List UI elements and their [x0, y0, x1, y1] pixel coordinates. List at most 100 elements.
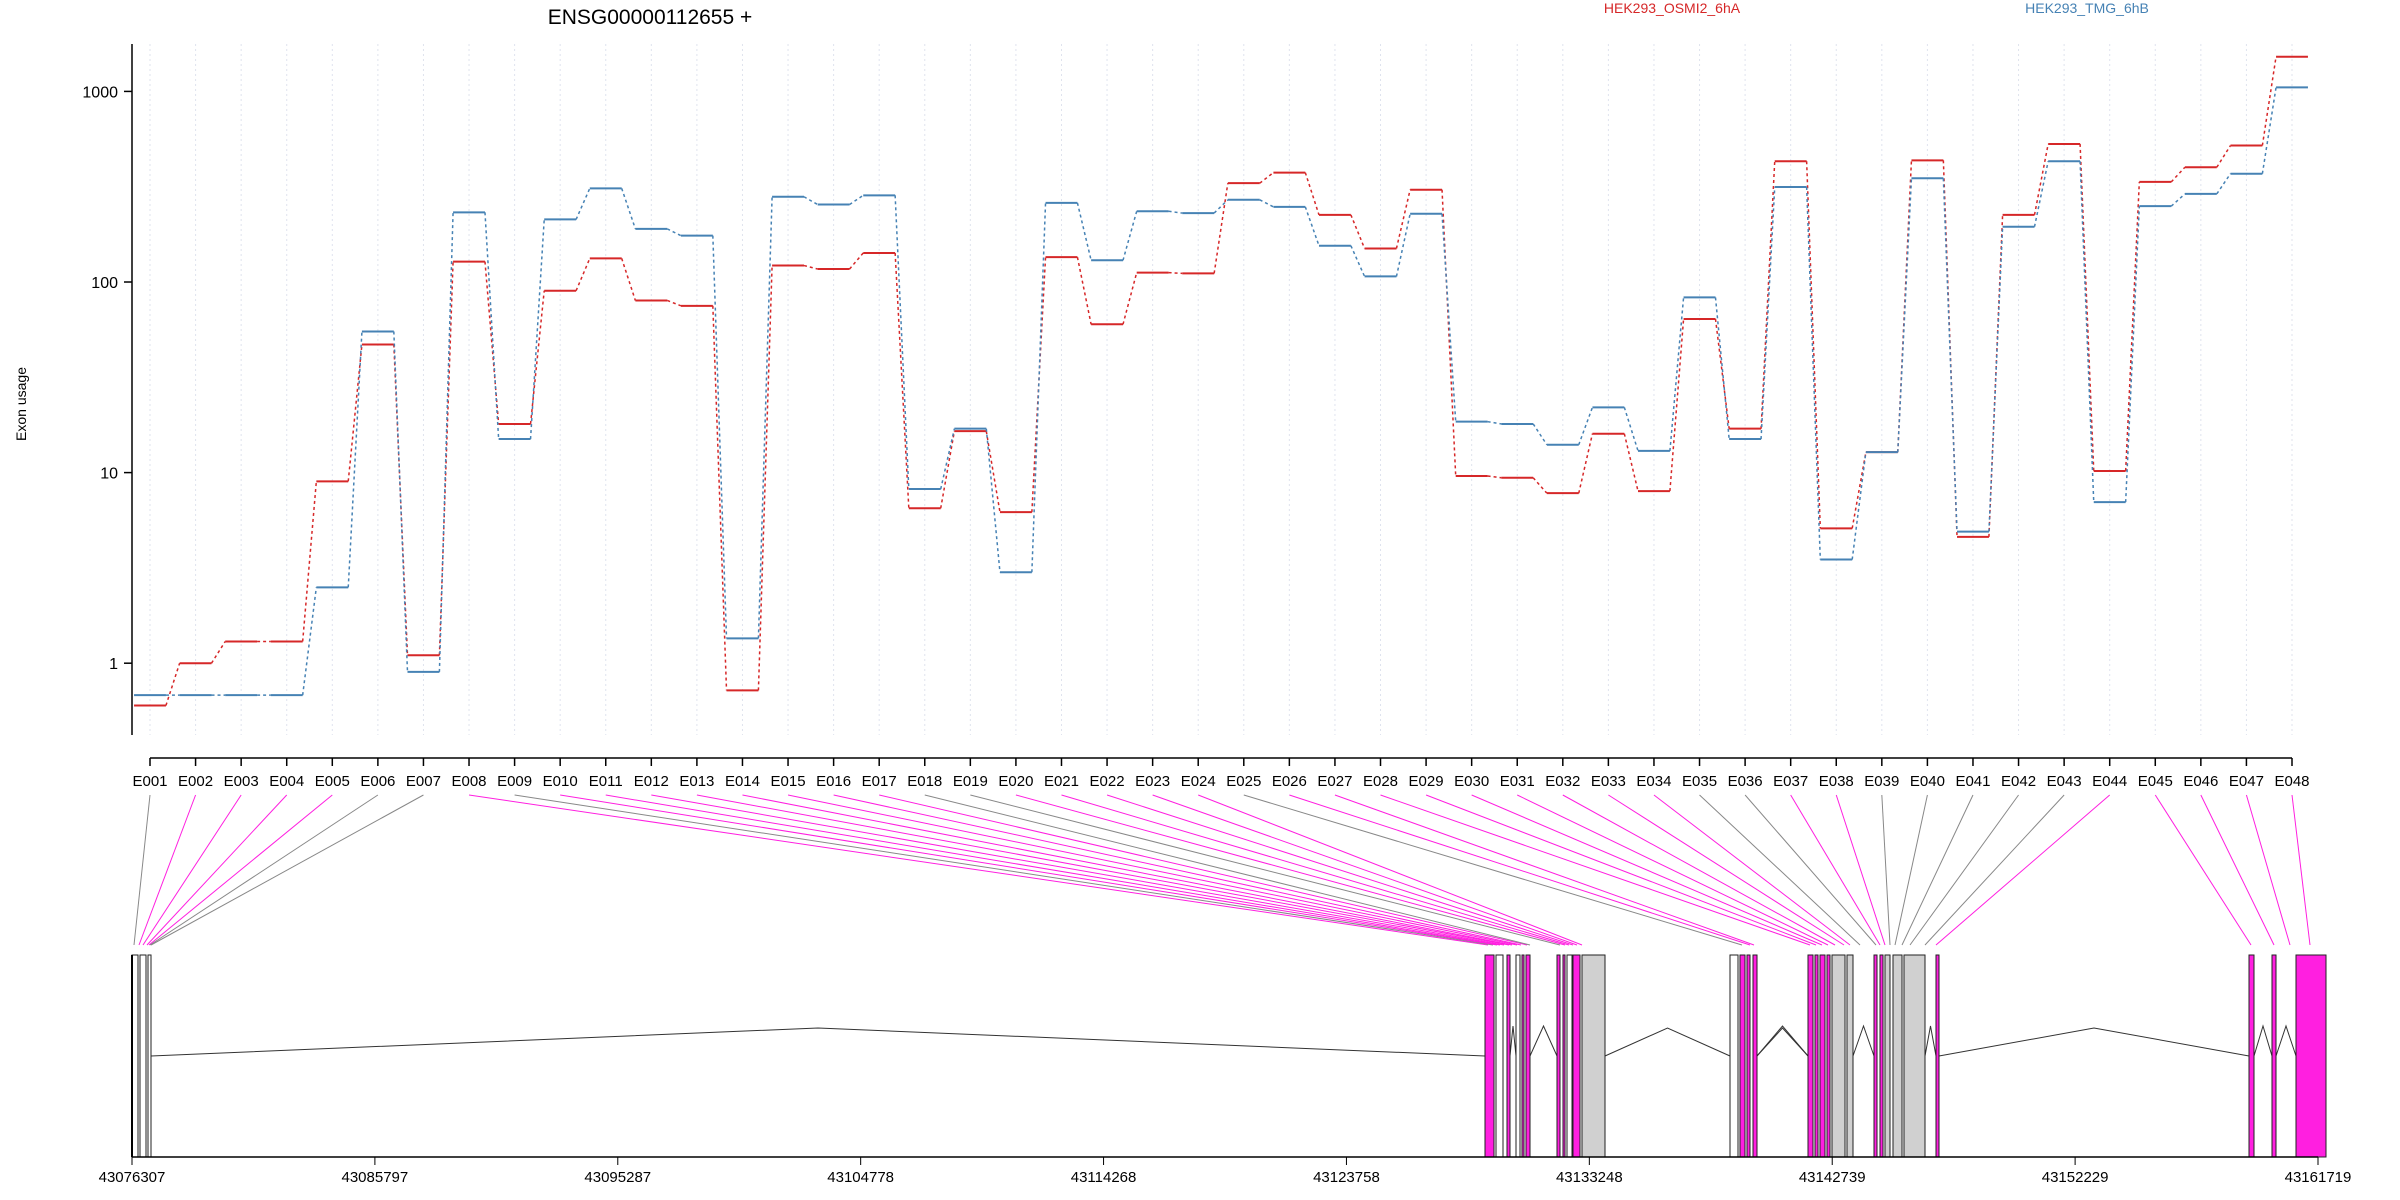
x-tick-label: E007 — [406, 773, 441, 790]
series-0-connector — [1805, 161, 1822, 529]
x-tick-label: E025 — [1226, 773, 1261, 790]
series-0-connector — [1395, 189, 1411, 249]
series-lines — [134, 55, 2308, 707]
series-1-connector — [894, 195, 910, 490]
x-tick-label: E018 — [907, 773, 942, 790]
legend-series-1: HEK293_TMG_6hB — [2025, 0, 2149, 16]
series-1-connector — [985, 428, 1001, 573]
x-tick-label: E035 — [1682, 773, 1717, 790]
series-1-connector — [1395, 213, 1411, 277]
series-0-connector — [1623, 433, 1639, 492]
series-1-connector — [347, 331, 363, 588]
intron — [1756, 1027, 1809, 1057]
x-tick-label: E012 — [634, 773, 669, 790]
exon-box — [1572, 954, 1581, 1158]
exon-box — [2295, 954, 2327, 1158]
series-1-connector — [1350, 245, 1366, 277]
series-1-connector — [1487, 420, 1502, 425]
series-1-connector — [939, 428, 956, 490]
exon-connector — [1106, 794, 1574, 946]
series-1-connector — [1031, 202, 1047, 573]
exon-connector — [1243, 794, 1743, 946]
y-axis-label: Exon usage — [13, 367, 29, 441]
x-tick-label: E011 — [589, 773, 623, 790]
exon-connector — [1198, 794, 1583, 946]
exon-connector — [970, 794, 1561, 946]
exon-box — [1819, 954, 1826, 1158]
series-0-connector — [712, 305, 728, 691]
x-tick-label: E021 — [1044, 773, 1079, 790]
x-tick-label: E008 — [451, 773, 486, 790]
series-1-connector — [2033, 161, 2049, 227]
x-tick-label: E045 — [2138, 773, 2173, 790]
intron — [1509, 1025, 1517, 1057]
exon-box — [1746, 954, 1751, 1158]
series-0-connector — [1213, 183, 1229, 274]
series-1-connector — [1669, 297, 1685, 451]
exon-box — [1879, 954, 1884, 1158]
x-tick-label: E006 — [360, 773, 395, 790]
exon-box — [1521, 954, 1525, 1158]
x-tick-label: E022 — [1090, 773, 1125, 790]
series-0-connector — [1350, 214, 1366, 249]
x-tick-label: E013 — [679, 773, 714, 790]
series-1-connector — [1122, 211, 1138, 261]
exon-connector — [149, 794, 379, 946]
exon-connector — [1015, 794, 1566, 946]
exon-box — [1495, 954, 1504, 1158]
y-tick-label: 100 — [91, 275, 118, 292]
exon-connector — [1909, 794, 2019, 946]
exon-connector — [133, 794, 151, 946]
series-1-connector — [1304, 206, 1320, 246]
coordinate-label: 43076307 — [99, 1169, 166, 1186]
exon-connector — [2291, 794, 2311, 946]
x-tick-label: E026 — [1272, 773, 1307, 790]
gridlines — [149, 44, 2293, 735]
y-tick-label: 1 — [109, 656, 118, 673]
series-0-connector — [803, 264, 818, 270]
series-0-connector — [2033, 143, 2049, 216]
series-1-connector — [803, 196, 819, 206]
exon-box — [1892, 954, 1903, 1158]
series-0-connector — [1532, 477, 1548, 494]
x-tick-label: E036 — [1728, 773, 1763, 790]
series-1-connector — [1851, 452, 1867, 560]
x-tick-label: E034 — [1636, 773, 1671, 790]
x-tick-label: E032 — [1545, 773, 1580, 790]
exon-box — [1807, 954, 1814, 1158]
exon-box — [1556, 954, 1561, 1158]
exon-box — [1935, 954, 1940, 1158]
chart-title: ENSG00000112655 + — [548, 6, 753, 29]
x-tick-label: E037 — [1773, 773, 1808, 790]
series-1-connector — [1805, 187, 1822, 560]
coordinate-label: 43114268 — [1071, 1169, 1137, 1186]
exon-box — [1515, 954, 1521, 1158]
series-1-connector — [2079, 161, 2095, 503]
series-1-connector — [1213, 199, 1229, 214]
exon-connector — [468, 794, 1489, 946]
exon-box — [1739, 954, 1746, 1158]
coordinate-label: 43161719 — [2285, 1169, 2352, 1186]
series-0-connector — [1487, 475, 1502, 479]
intron — [1938, 1027, 2250, 1057]
intron — [1852, 1024, 1875, 1057]
series-0-connector — [575, 258, 591, 292]
x-tick-label: E033 — [1591, 773, 1626, 790]
series-1-connector — [1259, 199, 1274, 208]
exon-connector — [1835, 794, 1886, 946]
series-0-connector — [2216, 145, 2232, 168]
intron — [1529, 1024, 1558, 1057]
exon-connector — [2200, 794, 2275, 946]
exon-box — [1566, 954, 1573, 1158]
exon-connector — [1790, 794, 1881, 946]
coordinate-label: 43133248 — [1556, 1169, 1623, 1186]
intron — [2275, 1024, 2297, 1057]
exon-connector — [560, 794, 1498, 946]
x-tick-label: E040 — [1910, 773, 1945, 790]
series-1-connector — [849, 194, 864, 206]
series-1-connector — [757, 196, 773, 639]
series-1-connector — [2216, 173, 2232, 195]
exon-connector — [651, 794, 1505, 946]
x-tick-label: E047 — [2229, 773, 2264, 790]
exon-box — [1506, 954, 1511, 1158]
